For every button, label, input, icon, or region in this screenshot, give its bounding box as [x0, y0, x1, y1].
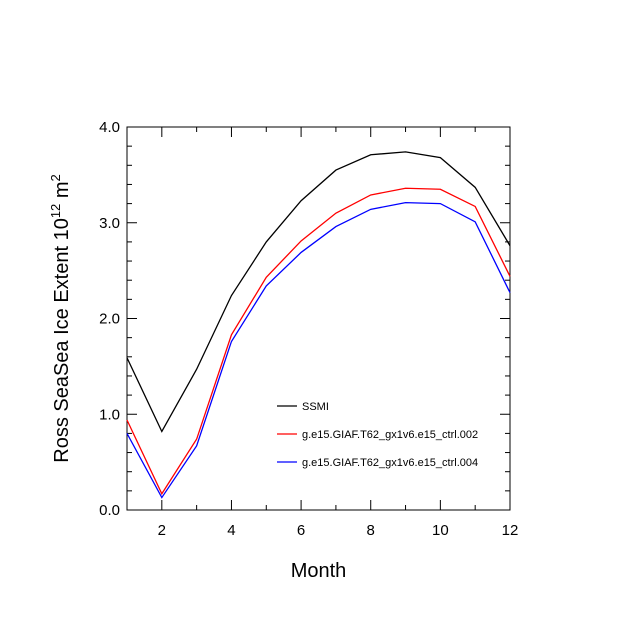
legend: SSMI g.e15.GIAF.T62_gx1v6.e15_ctrl.002 g.e…	[277, 401, 478, 469]
y-tick-label: 3.0	[99, 215, 120, 232]
y-tick-label: 0.0	[99, 502, 120, 519]
x-axis-title: Month	[291, 560, 347, 582]
y-axis-title-main: Ross SeaSea Ice Extent 10	[51, 218, 73, 463]
x-tick-label: 2	[158, 522, 166, 539]
x-tick-label: 12	[502, 522, 519, 539]
y-tick-label: 1.0	[99, 406, 120, 423]
legend-label-1: SSMI	[302, 401, 329, 413]
y-axis-title-exponent: 12	[48, 204, 63, 218]
legend-label-2: g.e15.GIAF.T62_gx1v6.e15_ctrl.002	[302, 429, 478, 441]
x-tick-label: 8	[367, 522, 375, 539]
x-tick-label: 10	[432, 522, 449, 539]
legend-label-3: g.e15.GIAF.T62_gx1v6.e15_ctrl.004	[302, 457, 478, 469]
series-line-1	[126, 151, 511, 433]
axis-ticks	[126, 126, 511, 511]
series-line-3	[126, 201, 511, 499]
axis-tick-labels: 2 4 6 8 10 12 0.0 1.0 2.0 3.0 4.0	[99, 119, 518, 539]
x-tick-label: 6	[297, 522, 305, 539]
y-tick-label: 2.0	[99, 311, 120, 328]
y-axis-title-unit-exponent: 2	[48, 174, 63, 181]
series-lines	[126, 151, 511, 499]
y-tick-label: 4.0	[99, 119, 120, 136]
plot-frame	[126, 126, 511, 511]
y-axis-title: Ross SeaSea Ice Extent 1012 m2	[48, 174, 73, 463]
x-tick-label: 4	[227, 522, 235, 539]
series-line-2	[126, 187, 511, 496]
y-axis-title-unit: m	[51, 181, 73, 203]
